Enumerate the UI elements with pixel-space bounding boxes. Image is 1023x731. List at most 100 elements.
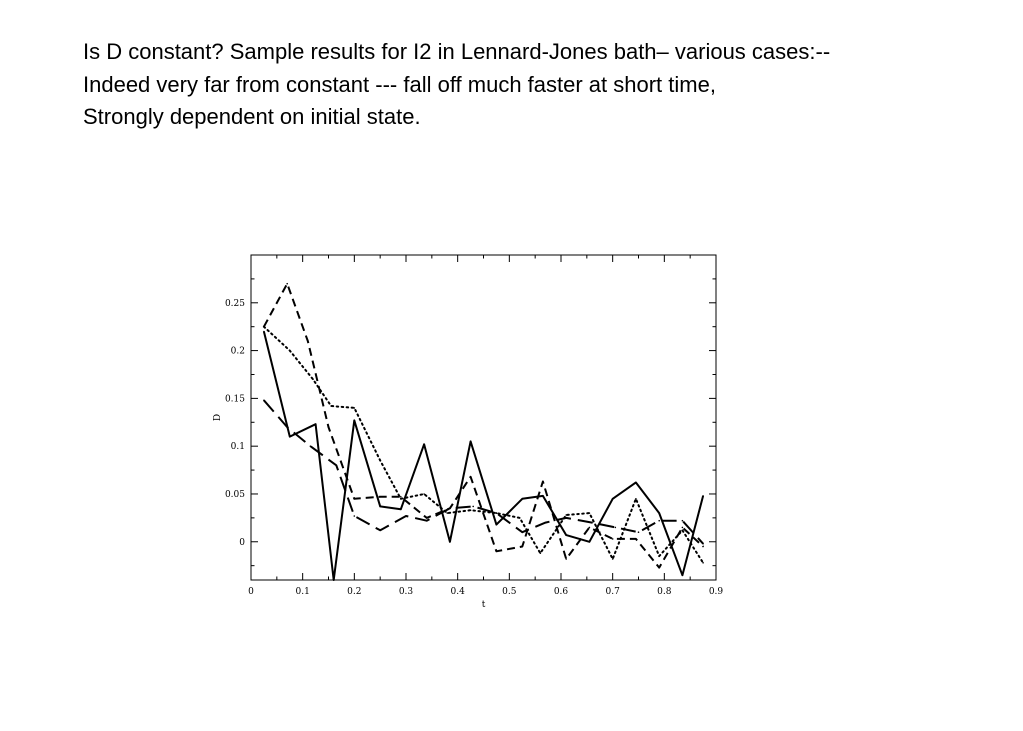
data-point [307,340,309,342]
x-tick-label: 0.6 [554,587,569,597]
data-point [327,426,330,428]
data-point [611,498,614,500]
data-point [518,517,521,519]
data-point [544,521,547,524]
plot-frame [250,254,717,581]
data-point [565,534,567,536]
data-point [681,526,684,529]
data-point [565,517,567,519]
data-point [335,464,338,467]
data-point [330,405,332,407]
data-point [635,498,637,500]
x-tick-label: 0.5 [502,587,517,597]
y-tick-label: 0.1 [231,442,245,452]
data-point [702,562,704,564]
data-point [449,541,451,543]
data-point [263,325,265,328]
data-point [611,538,614,540]
data-point [495,523,498,526]
axis-tick-labels: 0 0.1 0.2 0.3 0.4 0.5 0.6 0.7 0.8 0.9 0 0.05 0.1 0.15… [225,299,723,597]
data-point [312,378,314,381]
data-point [702,542,704,545]
data-point [681,574,684,576]
data-point [542,480,544,483]
data-point [332,579,335,581]
data-point [588,512,591,514]
data-point [353,498,356,500]
series-line [262,331,705,581]
data-point [495,512,498,514]
data-point [400,496,402,498]
slide-text-line-3: Strongly dependent on initial state. [83,104,421,129]
data-point [521,498,524,500]
data-point [469,476,472,478]
data-point [400,498,402,500]
y-tick-label: 0.15 [225,394,245,404]
series-line [263,399,704,545]
data-point [353,407,356,409]
data-point [591,521,593,524]
data-point [658,555,660,557]
data-point [449,507,451,510]
data-point [539,552,542,554]
x-tick-label: 0.2 [347,587,361,597]
y-tick-label: 0.05 [225,490,245,500]
data-point [446,512,449,514]
series-layer [262,282,705,581]
series-short-dash [263,282,704,569]
data-point [289,435,291,438]
data-point [611,558,614,560]
data-point [425,519,428,522]
data-point [521,531,524,533]
data-point [286,282,289,285]
series-dotted [262,325,705,564]
data-point [637,531,640,533]
data-point [353,515,356,517]
data-point [423,443,425,446]
data-point [614,526,617,529]
series-long-dash [263,399,704,545]
series-solid [262,330,705,581]
data-point [565,514,567,516]
data-point [681,529,684,532]
slide-text-line-2: Indeed very far from constant --- fall o… [83,71,716,97]
data-point [263,330,265,333]
data-point [658,512,660,514]
series-line [262,325,705,564]
data-point [702,495,704,497]
data-point [379,505,382,508]
slide-text: Is D constant? Sample results for I2 in … [83,36,1018,134]
x-tick-label: 0.3 [399,587,414,597]
data-point [658,519,660,522]
x-tick-label: 0.1 [296,587,310,597]
axis-ticks [250,255,717,580]
series-line [263,282,704,569]
data-point [425,517,428,519]
data-point [635,481,637,484]
data-point [289,349,291,352]
y-axis-label: D [213,414,223,421]
x-tick-label: 0.7 [606,587,621,597]
data-point [565,558,567,560]
x-tick-label: 0.4 [451,587,466,597]
x-tick-label: 0.9 [709,587,724,597]
data-point [702,545,704,548]
data-point [263,399,265,402]
data-point [379,496,382,498]
data-point [469,509,472,512]
x-tick-label: 0.8 [657,587,672,597]
data-point [521,545,524,548]
y-tick-label: 0 [239,538,245,548]
data-point [635,538,637,540]
data-point [681,519,684,522]
y-tick-label: 0.2 [231,347,245,357]
data-point [400,508,402,511]
data-point [588,541,591,543]
x-tick-label: 0 [248,587,254,597]
data-point [658,566,660,569]
y-tick-label: 0.25 [225,299,245,309]
x-axis-label: t [482,600,486,610]
slide-text-line-1: Is D constant? Sample results for I2 in … [83,39,831,64]
data-point [423,493,425,495]
data-point [588,526,591,529]
